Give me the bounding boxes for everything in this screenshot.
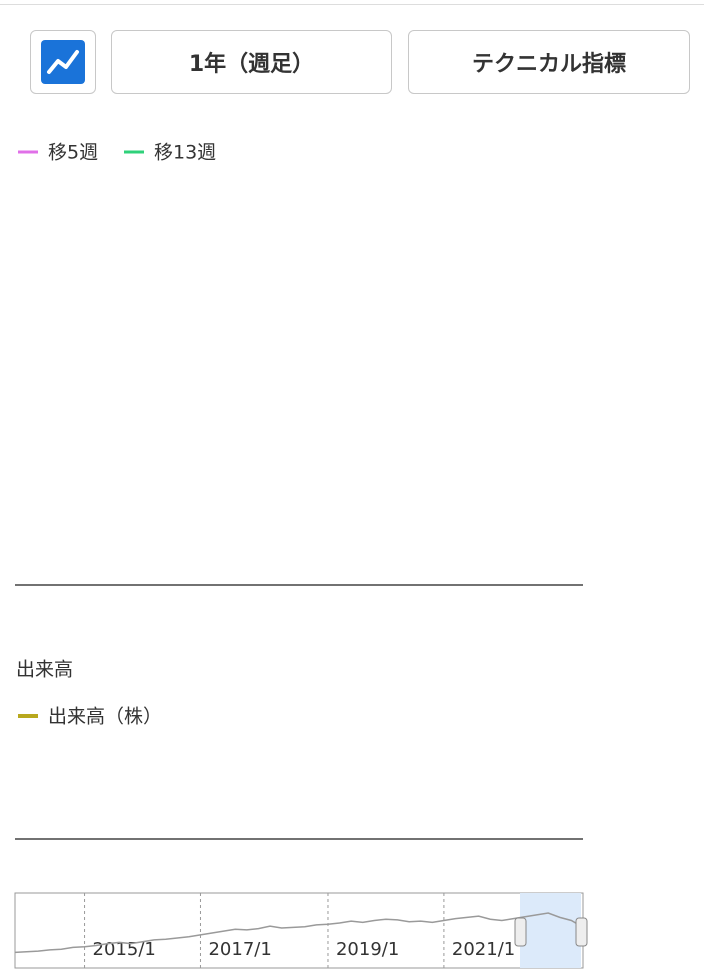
- technical-button[interactable]: テクニカル指標: [408, 30, 690, 94]
- legend-label: 移5週: [48, 142, 98, 164]
- legend-label: 移13週: [154, 142, 216, 164]
- chart-type-button[interactable]: 5,0006,2507,5008,75010,0002022/42022/720…: [30, 30, 96, 94]
- navigator-handle[interactable]: [514, 917, 527, 947]
- navigator-label: 2015/1: [93, 939, 156, 960]
- navigator: [14, 892, 584, 969]
- navigator-handle[interactable]: [575, 917, 588, 947]
- top-border: [0, 4, 704, 5]
- legend-label: 出来高（株）: [48, 706, 162, 728]
- navigator-label: 2019/1: [336, 939, 399, 960]
- navigator-selection: [520, 893, 581, 968]
- navigator-line: [14, 912, 584, 954]
- period-button[interactable]: 1年（週足）: [111, 30, 392, 94]
- volume-title: 出来高: [16, 659, 73, 681]
- chart-icon: 5,0006,2507,5008,75010,0002022/42022/720…: [41, 40, 85, 84]
- navigator-label: 2017/1: [208, 939, 271, 960]
- navigator-label: 2021/1: [452, 939, 515, 960]
